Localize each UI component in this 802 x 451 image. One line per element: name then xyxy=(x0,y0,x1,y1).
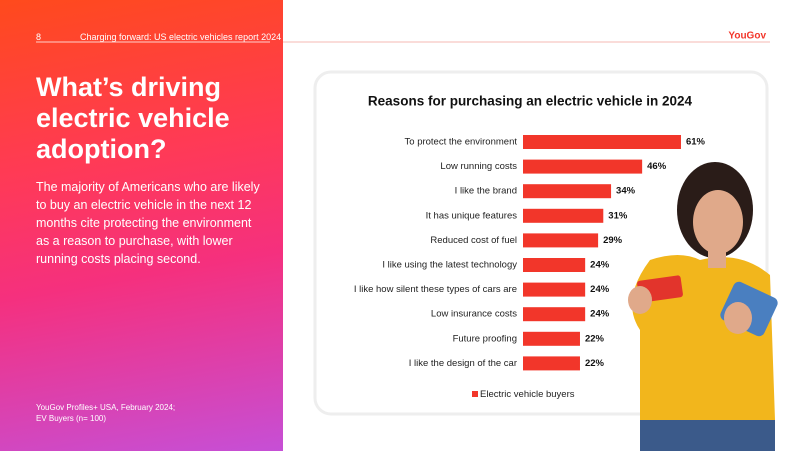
category-label: Future proofing xyxy=(453,333,517,344)
category-label: I like the brand xyxy=(455,186,517,197)
bar xyxy=(523,184,612,199)
bar xyxy=(523,208,604,223)
legend-swatch xyxy=(472,391,478,397)
value-label: 61% xyxy=(686,137,706,148)
bar xyxy=(523,282,586,297)
legend-label: Electric vehicle buyers xyxy=(480,389,575,400)
brand: YouGov xyxy=(728,31,766,42)
chart-title: Reasons for purchasing an electric vehic… xyxy=(368,94,693,109)
category-label: I like how silent these types of cars ar… xyxy=(354,284,517,295)
source-line: EV Buyers (n= 100) xyxy=(36,414,107,423)
bar xyxy=(523,356,580,371)
left-panel: 8 Charging forward: US electric vehicles… xyxy=(0,0,283,451)
value-label: 31% xyxy=(608,210,628,221)
value-label: 34% xyxy=(616,186,636,197)
bar xyxy=(523,159,643,174)
category-label: I like the design of the car xyxy=(409,358,517,369)
value-label: 24% xyxy=(590,284,610,295)
category-label: Low insurance costs xyxy=(431,309,517,320)
category-label: To protect the environment xyxy=(405,137,518,148)
heading: What’s driving electric vehicle adoption… xyxy=(36,72,230,164)
person-illustration xyxy=(628,162,778,451)
value-label: 29% xyxy=(603,235,623,246)
page-number: 8 xyxy=(36,32,42,42)
category-label: Low running costs xyxy=(440,161,517,172)
source-line: YouGov Profiles+ USA, February 2024; xyxy=(36,403,176,412)
body-text: The majority of Americans who are likely… xyxy=(36,180,260,266)
bar xyxy=(523,307,586,322)
bar xyxy=(523,331,580,346)
category-label: I like using the latest technology xyxy=(382,260,517,271)
category-label: Reduced cost of fuel xyxy=(430,235,517,246)
bar xyxy=(523,258,586,272)
bar xyxy=(523,233,599,248)
bar xyxy=(523,135,681,149)
value-label: 24% xyxy=(590,260,610,271)
value-label: 46% xyxy=(647,161,667,172)
value-label: 22% xyxy=(585,358,605,369)
category-label: It has unique features xyxy=(426,210,518,221)
chart-card xyxy=(313,70,769,416)
value-label: 24% xyxy=(590,309,610,320)
report-title: Charging forward: US electric vehicles r… xyxy=(80,32,282,42)
value-label: 22% xyxy=(585,333,605,344)
